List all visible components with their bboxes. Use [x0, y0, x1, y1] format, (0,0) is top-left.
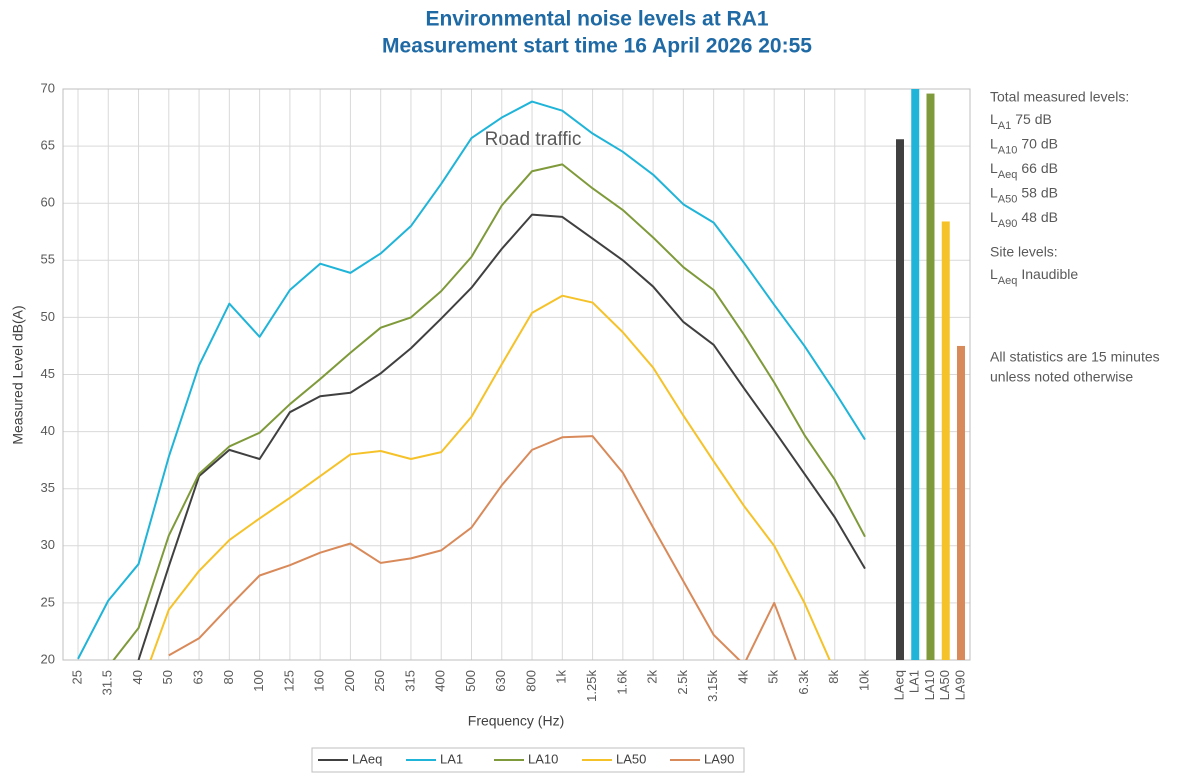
- legend-label: LA50: [616, 751, 646, 766]
- subscript: A50: [998, 193, 1018, 205]
- y-tick-label: 35: [41, 480, 55, 495]
- x-tick-label: 4k: [735, 670, 750, 684]
- x-tick-label: 160: [312, 670, 327, 692]
- total-bar: [911, 89, 920, 660]
- level: 75 dB: [1015, 111, 1052, 127]
- side-item: LA90 48 dB: [990, 209, 1058, 230]
- x-tick-label: 1.6k: [614, 670, 629, 695]
- x-tick-label: 2.5k: [675, 670, 690, 695]
- x-tick-label: 1k: [554, 670, 569, 684]
- y-tick-label: 20: [41, 651, 55, 666]
- level: 58 dB: [1021, 184, 1058, 200]
- series-line: [137, 213, 866, 660]
- x-tick-label: LA50: [937, 670, 952, 700]
- series-line: [168, 435, 797, 660]
- x-tick-label: 3.15k: [705, 670, 720, 702]
- level: 66 dB: [1021, 160, 1058, 176]
- x-tick-label: LA1: [907, 670, 922, 693]
- total-bar: [941, 221, 950, 660]
- x-tick-label: 125: [281, 670, 296, 692]
- x-tick-label: 63: [191, 670, 206, 684]
- x-tick-label: 25: [69, 670, 84, 684]
- side-item: LA1 75 dB: [990, 111, 1052, 132]
- x-tick-label: 400: [433, 670, 448, 692]
- symbol: L: [990, 135, 998, 151]
- symbol: L: [990, 266, 998, 282]
- symbol: L: [990, 111, 998, 127]
- subscript: A90: [998, 218, 1018, 230]
- x-tick-label: 800: [523, 670, 538, 692]
- side-heading: Site levels:: [990, 244, 1058, 260]
- chart-title: Environmental noise levels at RA1: [425, 8, 768, 31]
- x-tick-label: 1.25k: [584, 670, 599, 702]
- chart-subtitle: Measurement start time 16 April 2026 20:…: [382, 35, 812, 58]
- level: 48 dB: [1021, 209, 1058, 225]
- legend-label: LA1: [440, 751, 463, 766]
- total-bar: [896, 139, 904, 660]
- plot-area: [77, 89, 965, 660]
- y-tick-label: 25: [41, 594, 55, 609]
- legend-label: LA90: [704, 751, 734, 766]
- x-tick-label: 250: [372, 670, 387, 692]
- x-axis-label: Frequency (Hz): [468, 713, 564, 729]
- x-tick-label: 500: [463, 670, 478, 692]
- x-tick-label: 10k: [856, 670, 871, 691]
- x-tick-label: 315: [402, 670, 417, 692]
- legend-label: LAeq: [352, 751, 382, 766]
- level: Inaudible: [1021, 266, 1078, 282]
- annotation: Road traffic: [485, 129, 582, 150]
- y-tick-label: 50: [41, 309, 55, 324]
- x-tick-label: 6.3k: [796, 670, 811, 695]
- series-line: [149, 294, 831, 660]
- total-bar: [957, 345, 965, 660]
- symbol: L: [990, 209, 998, 225]
- symbol: L: [990, 160, 998, 176]
- x-tick-label: LA90: [952, 670, 967, 700]
- side-heading: Total measured levels:: [990, 89, 1129, 105]
- plot-border: [62, 88, 971, 661]
- y-tick-label: 40: [41, 423, 55, 438]
- side-note: unless noted otherwise: [990, 369, 1133, 385]
- y-tick-label: 30: [41, 537, 55, 552]
- x-tick-label: 80: [221, 670, 236, 684]
- x-tick-label: 200: [342, 670, 357, 692]
- subscript: A1: [998, 120, 1011, 132]
- x-tick-label: 100: [251, 670, 266, 692]
- x-tick-label: 2k: [645, 670, 660, 684]
- x-tick-label: 50: [160, 670, 175, 684]
- y-axis-label: Measured Level dB(A): [10, 305, 26, 444]
- total-bar: [926, 93, 935, 660]
- x-tick-label: LAeq: [891, 670, 906, 700]
- level: 70 dB: [1021, 135, 1058, 151]
- x-tick-label: 8k: [826, 670, 841, 684]
- x-tick-label: LA10: [922, 670, 937, 700]
- subscript: A10: [998, 144, 1018, 156]
- x-tick-label: 630: [493, 670, 508, 692]
- side-note: All statistics are 15 minutes: [990, 349, 1160, 365]
- symbol: L: [990, 184, 998, 200]
- series-line: [77, 100, 866, 660]
- subscript: Aeq: [998, 169, 1018, 181]
- side-item: LAeq Inaudible: [990, 266, 1078, 287]
- series-line: [112, 163, 866, 660]
- y-tick-label: 55: [41, 252, 55, 267]
- y-tick-label: 45: [41, 366, 55, 381]
- y-tick-label: 65: [41, 138, 55, 153]
- legend-label: LA10: [528, 751, 558, 766]
- y-tick-label: 60: [41, 195, 55, 210]
- x-tick-label: 5k: [766, 670, 781, 684]
- x-tick-label: 40: [130, 670, 145, 684]
- x-tick-label: 31.5: [100, 670, 115, 695]
- side-item: LA50 58 dB: [990, 184, 1058, 205]
- side-item: LAeq 66 dB: [990, 160, 1058, 181]
- side-item: LA10 70 dB: [990, 135, 1058, 156]
- y-tick-label: 70: [41, 80, 55, 95]
- subscript: Aeq: [998, 275, 1018, 287]
